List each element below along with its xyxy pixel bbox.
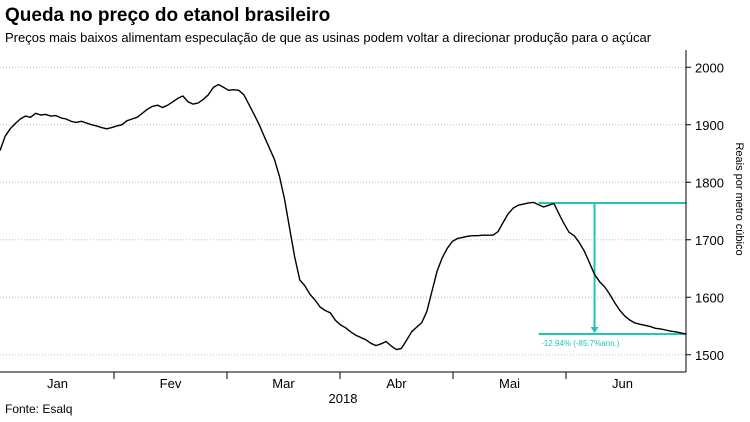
x-tick-label: Jan [47,376,68,391]
chart-subtitle: Preços mais baixos alimentam especulação… [5,30,652,45]
y-tick-label: 1600 [695,290,724,305]
x-tick-label: Jun [612,376,633,391]
price-line [0,83,687,351]
source-note: Fonte: Esalq [5,402,73,416]
y-tick-label: 1900 [695,118,724,133]
annotation-label: -12.94% (-85.7%ann.) [541,339,620,348]
y-tick-label: 1700 [695,233,724,248]
y-tick-label: 2000 [695,60,724,75]
x-tick-label: Fev [160,376,182,391]
y-tick-label: 1800 [695,175,724,190]
x-axis-year-label: 2018 [329,391,358,406]
x-tick-label: Abr [386,376,407,391]
annotation-arrow-head [590,327,599,334]
y-tick-label: 1500 [695,348,724,363]
x-tick-label: Mar [272,376,295,391]
chart-title: Queda no preço do etanol brasileiro [5,5,331,26]
y-axis-title: Reais por metro cúbico [733,142,745,255]
x-tick-label: Mai [499,376,520,391]
